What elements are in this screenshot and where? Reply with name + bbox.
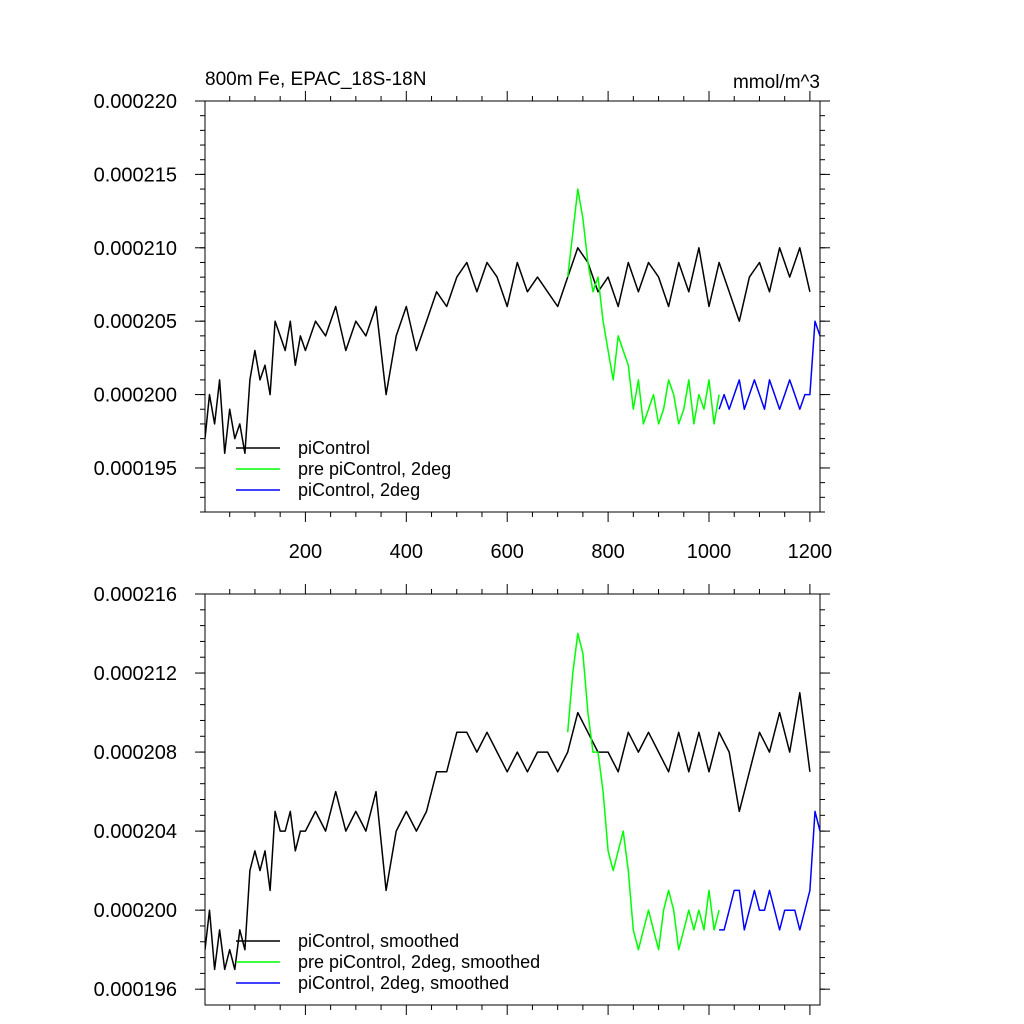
y-tick-label: 0.000212 — [94, 663, 177, 685]
y-tick-label: 0.000220 — [94, 91, 177, 113]
y-tick-label: 0.000205 — [94, 311, 177, 333]
legend-label: piControl, smoothed — [298, 931, 459, 951]
series-line-1 — [205, 692, 811, 971]
x-tick-label: 400 — [390, 541, 423, 563]
legend-label: pre piControl, 2deg, smoothed — [298, 952, 540, 972]
y-tick-label: 0.000195 — [94, 458, 177, 480]
x-tick-label: 1000 — [687, 541, 732, 563]
y-tick-label: 0.000200 — [94, 900, 177, 922]
y-tick-label: 0.000196 — [94, 979, 177, 1001]
y-tick-label: 0.000200 — [94, 385, 177, 407]
legend-label: pre piControl, 2deg — [298, 459, 451, 479]
y-tick-label: 0.000215 — [94, 164, 177, 186]
y-tick-label: 0.000204 — [94, 821, 177, 843]
series-line-1 — [205, 247, 811, 455]
legend-label: piControl — [298, 438, 370, 458]
top-units-label: mmol/m^3 — [733, 72, 820, 93]
series-line-2 — [566, 632, 720, 951]
series-line-3 — [719, 810, 820, 931]
top-title-left: 800m Fe, EPAC_18S-18N — [205, 69, 426, 90]
series-line-3 — [718, 320, 820, 410]
legend-label: piControl, 2deg, smoothed — [298, 973, 509, 993]
y-tick-label: 0.000210 — [94, 238, 177, 260]
x-tick-label: 1200 — [788, 541, 833, 563]
x-tick-label: 200 — [289, 541, 322, 563]
series-line-2 — [566, 188, 720, 425]
top-panel: 800m Fe, EPAC_18S-18N mmol/m^3 0.000220 0… — [94, 69, 833, 563]
legend-label: piControl, 2deg — [298, 480, 420, 500]
x-tick-label: 800 — [591, 541, 624, 563]
y-tick-label: 0.000208 — [94, 742, 177, 764]
x-tick-label: 600 — [491, 541, 524, 563]
bottom-panel: 0.000216 0.000212 0.000208 0.000204 0.000200… — [94, 584, 830, 1015]
y-tick-label: 0.000216 — [94, 584, 177, 606]
